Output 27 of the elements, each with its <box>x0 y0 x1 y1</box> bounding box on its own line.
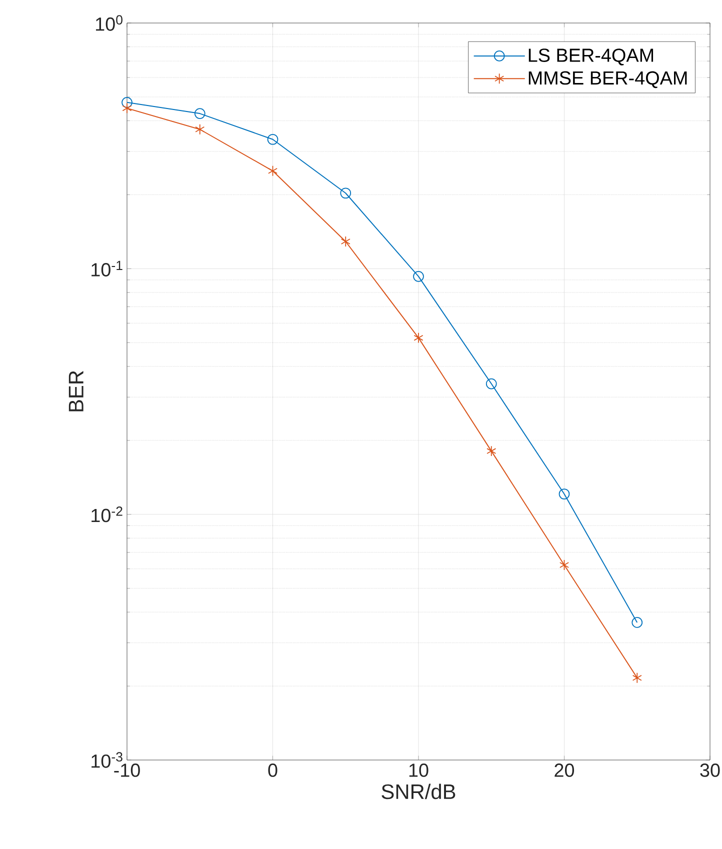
y-tick-label: 10$^{-2}$ <box>92 506 122 522</box>
point <box>413 270 424 282</box>
x-tick-label: 0 <box>268 764 278 777</box>
point <box>122 102 132 114</box>
point <box>486 446 496 456</box>
x-tick-label: 10 <box>409 764 428 777</box>
point <box>267 134 278 145</box>
point <box>340 236 350 247</box>
x-tick-label: 20 <box>554 764 574 777</box>
point <box>632 617 643 628</box>
legend-label: MMSE BER-4QAM <box>528 71 687 88</box>
y-axis-title: BER <box>68 370 84 412</box>
point <box>268 165 278 176</box>
point <box>122 96 132 108</box>
legend-label: LS BER-4QAM <box>528 48 654 66</box>
x-axis-title: SNR/dB <box>382 784 456 800</box>
x-tick-label: 30 <box>700 764 720 777</box>
point <box>194 108 206 119</box>
point <box>559 560 570 570</box>
y-tick-label: 10$^{-1}$ <box>92 260 122 276</box>
point <box>340 188 352 199</box>
point <box>414 332 424 344</box>
point <box>558 488 570 500</box>
point <box>632 672 642 684</box>
y-tick-label: 10$^{0}$ <box>96 15 122 31</box>
point <box>195 124 205 135</box>
point <box>486 378 497 390</box>
